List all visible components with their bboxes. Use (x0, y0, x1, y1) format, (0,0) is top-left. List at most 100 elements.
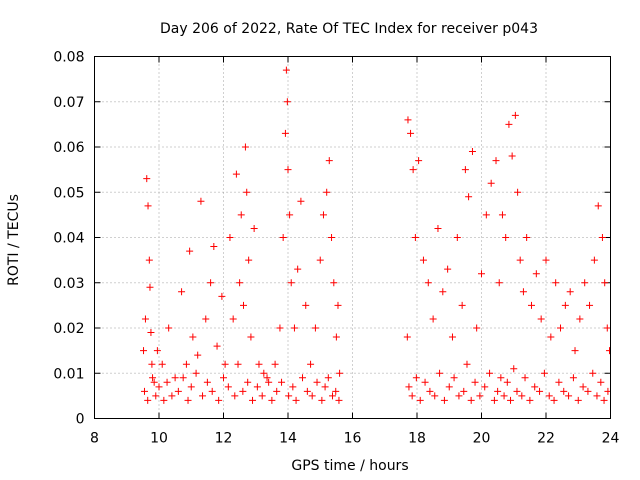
data-point (332, 333, 340, 341)
data-point (537, 315, 545, 323)
data-point (545, 392, 553, 400)
data-point (335, 396, 343, 404)
chart-title: Day 206 of 2022, Rate Of TEC Index for r… (160, 21, 538, 37)
data-point (144, 396, 152, 404)
data-point (197, 197, 205, 205)
data-point (184, 396, 192, 404)
data-point (290, 324, 298, 332)
data-point (557, 324, 565, 332)
x-tick-label: 16 (344, 431, 362, 447)
data-point (329, 392, 337, 400)
data-point (473, 324, 481, 332)
data-point (321, 383, 329, 391)
data-point (292, 396, 300, 404)
data-point (584, 387, 592, 395)
data-point (492, 157, 500, 165)
data-point (542, 256, 550, 264)
data-point (163, 378, 171, 386)
data-point (561, 301, 569, 309)
data-point (330, 279, 338, 287)
data-point (294, 265, 302, 273)
y-tick-label: 0 (76, 412, 85, 428)
y-tick-label: 0.08 (53, 50, 84, 66)
data-point (453, 234, 461, 241)
data-point (448, 333, 456, 341)
data-point (144, 202, 152, 210)
y-axis-ticks: 0 0.01 0.02 0.03 0.04 0.05 0.06 0.07 0.08 (53, 50, 611, 428)
data-points (140, 66, 611, 404)
data-point (502, 234, 510, 241)
data-point (220, 374, 227, 382)
data-point (234, 360, 242, 368)
data-point (182, 360, 190, 368)
y-tick-label: 0.05 (53, 185, 84, 201)
data-point (507, 396, 515, 404)
data-point (192, 369, 200, 377)
data-point (174, 387, 182, 395)
data-point (208, 387, 216, 395)
data-point (405, 383, 413, 391)
x-tick-label: 24 (602, 431, 620, 447)
data-point (404, 116, 412, 124)
data-point (598, 234, 606, 241)
data-point (415, 157, 423, 165)
data-point (221, 360, 229, 368)
data-point (536, 387, 544, 395)
y-axis-label: ROTI / TECUs (6, 194, 22, 286)
data-point (334, 301, 342, 309)
data-point (581, 279, 589, 287)
data-point (508, 152, 516, 160)
data-point (232, 170, 240, 178)
data-point (439, 288, 447, 296)
data-point (250, 224, 258, 232)
data-point (241, 143, 249, 151)
data-point (426, 387, 434, 395)
data-point (287, 279, 295, 287)
y-tick-label: 0.03 (53, 276, 84, 292)
data-point (260, 369, 268, 377)
data-point (316, 256, 324, 264)
data-point (155, 383, 163, 391)
data-point (531, 383, 539, 391)
data-point (579, 383, 587, 391)
data-point (236, 279, 244, 287)
data-point (540, 369, 548, 377)
data-point (431, 392, 439, 400)
data-point (313, 378, 321, 386)
data-point (471, 378, 479, 386)
x-axis-label: GPS time / hours (291, 458, 408, 474)
data-point (148, 360, 156, 368)
data-point (323, 188, 331, 196)
data-point (276, 324, 284, 332)
data-point (467, 396, 475, 404)
data-point (566, 288, 574, 296)
data-point (434, 224, 442, 232)
data-point (429, 315, 437, 323)
data-point (521, 374, 529, 382)
x-tick-label: 20 (473, 431, 491, 447)
data-point (408, 392, 416, 400)
data-point (460, 387, 468, 395)
data-point (224, 383, 232, 391)
data-point (336, 369, 344, 377)
data-point (150, 378, 158, 386)
data-point (249, 396, 257, 404)
data-point (158, 360, 166, 368)
data-point (152, 392, 160, 400)
data-point (571, 347, 579, 355)
data-point (597, 378, 605, 386)
data-point (258, 392, 266, 400)
data-point (253, 383, 261, 391)
data-point (215, 396, 223, 404)
data-point (513, 387, 521, 395)
data-point (202, 315, 210, 323)
data-point (552, 279, 560, 287)
data-point (199, 392, 207, 400)
data-point (518, 392, 526, 400)
x-tick-label: 14 (279, 431, 297, 447)
x-tick-label: 18 (408, 431, 426, 447)
data-point (279, 234, 287, 241)
data-point (574, 396, 582, 404)
data-point (526, 396, 534, 404)
data-point (590, 256, 598, 264)
